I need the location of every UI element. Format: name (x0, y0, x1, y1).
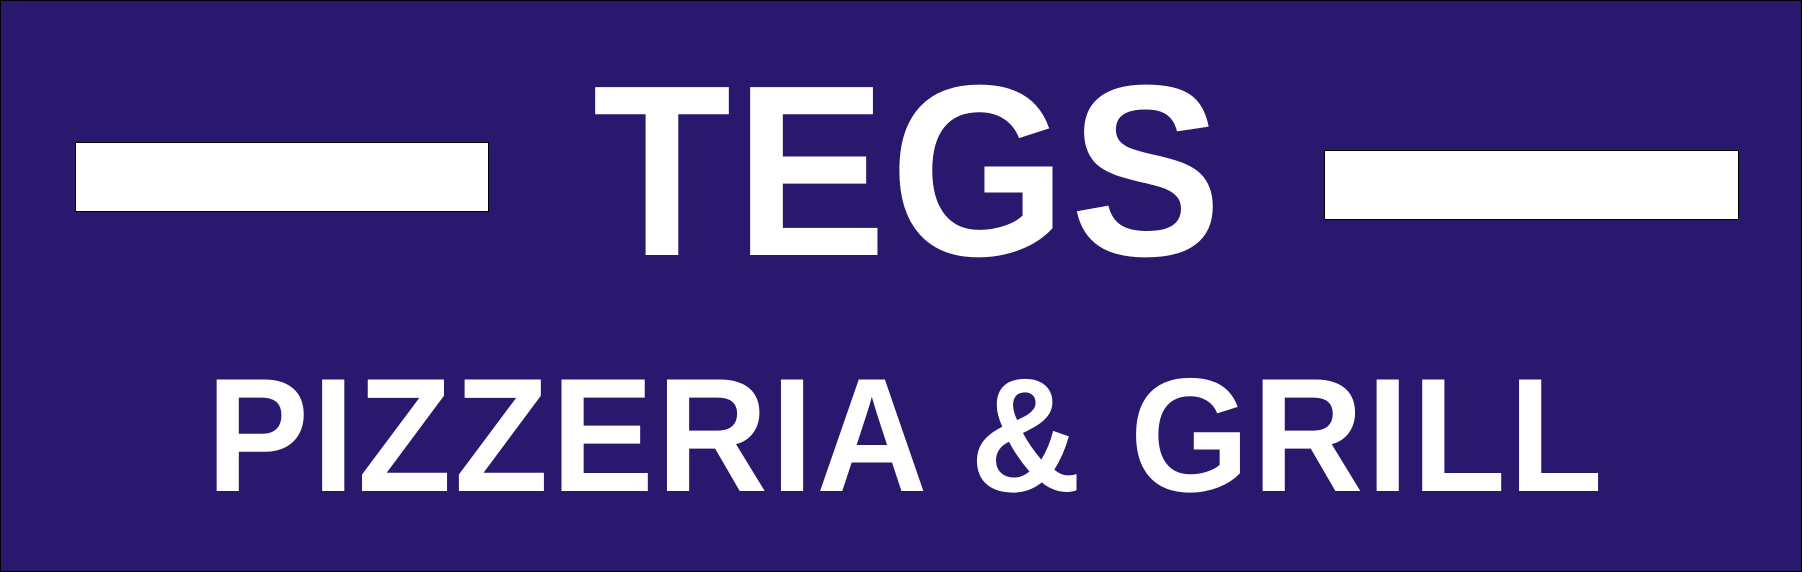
brand-subtitle: PIZZERIA & GRILL (206, 345, 1606, 526)
decorative-bar-right (1324, 150, 1739, 220)
brand-title: TEGS (592, 34, 1226, 307)
decorative-bar-left (75, 142, 489, 212)
